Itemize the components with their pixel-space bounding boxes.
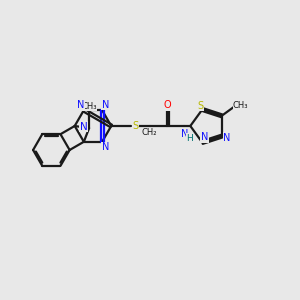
Text: N: N (223, 133, 231, 142)
Text: N: N (201, 132, 208, 142)
Text: CH₃: CH₃ (233, 101, 248, 110)
Text: N: N (77, 100, 84, 110)
Text: S: S (198, 101, 204, 111)
Text: CH₃: CH₃ (81, 102, 97, 111)
Text: N: N (102, 142, 109, 152)
Text: S: S (132, 121, 138, 131)
Text: O: O (163, 100, 171, 110)
Text: CH₂: CH₂ (142, 128, 157, 137)
Text: H: H (186, 134, 193, 143)
Text: N: N (102, 100, 109, 110)
Text: N: N (181, 129, 188, 139)
Text: N: N (80, 122, 88, 132)
